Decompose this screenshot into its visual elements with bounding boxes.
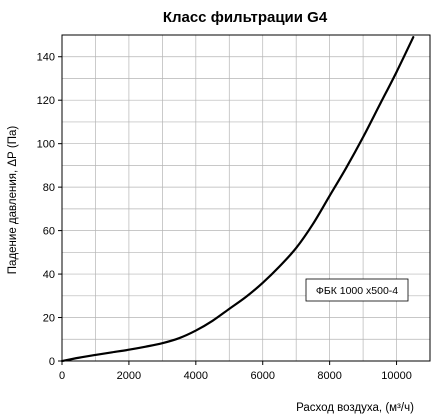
x-tick-label: 8000 — [317, 370, 341, 382]
y-tick-label: 80 — [43, 182, 55, 194]
x-tick-label: 10000 — [381, 370, 412, 382]
plot-frame — [61, 34, 431, 362]
x-axis-label: Расход воздуха, (м³/ч) — [296, 402, 414, 414]
y-tick-label: 20 — [43, 313, 55, 325]
x-tick-label: 0 — [59, 370, 65, 382]
y-axis-label: Падение давления, ΔР (Па) — [7, 126, 19, 275]
chart-title: Класс фильтрации G4 — [163, 9, 328, 26]
axes: 0 2000 4000 6000 8000 10000 0 20 40 60 80 100 120 140 — [37, 34, 431, 382]
x-tick-label: 6000 — [250, 370, 274, 382]
y-tick-label: 0 — [49, 356, 55, 368]
y-tick-label: 140 — [37, 52, 55, 64]
y-tick-label: 40 — [43, 269, 55, 281]
legend-label: ФБК 1000 x500-4 — [316, 285, 398, 297]
y-tick-label: 120 — [37, 95, 55, 107]
legend-box — [305, 278, 409, 302]
grid — [62, 34, 431, 361]
legend: ФБК 1000 x500-4 — [305, 278, 409, 302]
series-layer — [60, 36, 415, 363]
series-line — [60, 36, 415, 363]
y-tick-label: 60 — [43, 226, 55, 238]
x-tick-label: 4000 — [184, 370, 208, 382]
y-tick-label: 100 — [37, 139, 55, 151]
x-tick-label: 2000 — [117, 370, 141, 382]
